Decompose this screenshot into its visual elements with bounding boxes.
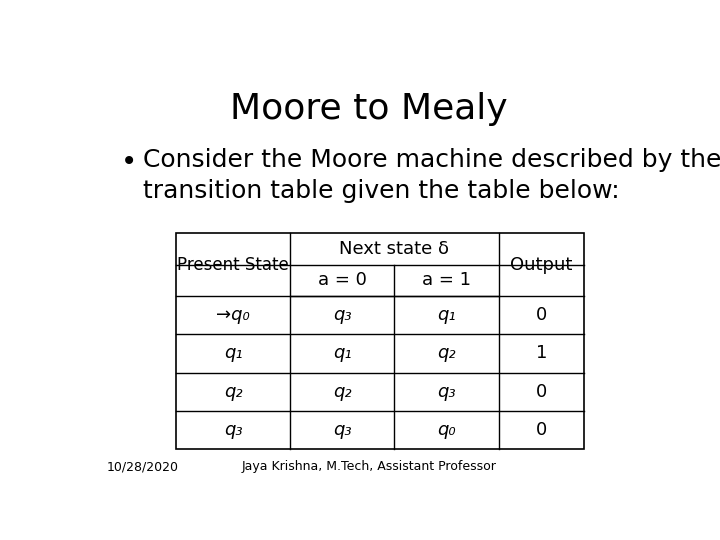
Text: 10/28/2020: 10/28/2020 xyxy=(107,460,179,473)
Text: q₂: q₂ xyxy=(224,383,243,401)
Text: q₂: q₂ xyxy=(333,383,351,401)
Text: •: • xyxy=(121,148,137,176)
Bar xyxy=(176,233,584,449)
Text: 0: 0 xyxy=(536,383,546,401)
Text: Moore to Mealy: Moore to Mealy xyxy=(230,92,508,126)
Text: Jaya Krishna, M.Tech, Assistant Professor: Jaya Krishna, M.Tech, Assistant Professo… xyxy=(242,460,496,473)
Text: 0: 0 xyxy=(536,421,546,439)
Text: 1: 1 xyxy=(536,345,547,362)
Text: q₃: q₃ xyxy=(437,383,456,401)
Text: transition table given the table below:: transition table given the table below: xyxy=(143,179,620,203)
Text: a = 0: a = 0 xyxy=(318,271,366,289)
Text: q₂: q₂ xyxy=(437,345,456,362)
Text: q₃: q₃ xyxy=(333,421,351,439)
Text: q₁: q₁ xyxy=(224,345,243,362)
Text: Output: Output xyxy=(510,255,572,274)
Text: Present State: Present State xyxy=(177,255,289,274)
Text: Consider the Moore machine described by the: Consider the Moore machine described by … xyxy=(143,148,720,172)
Text: a = 1: a = 1 xyxy=(422,271,471,289)
Text: q₁: q₁ xyxy=(437,306,456,324)
Text: →q₀: →q₀ xyxy=(217,306,251,324)
Text: 0: 0 xyxy=(536,306,546,324)
Text: q₃: q₃ xyxy=(333,306,351,324)
Text: Next state δ: Next state δ xyxy=(339,240,449,258)
Text: q₀: q₀ xyxy=(437,421,456,439)
Text: q₁: q₁ xyxy=(333,345,351,362)
Text: q₃: q₃ xyxy=(224,421,243,439)
